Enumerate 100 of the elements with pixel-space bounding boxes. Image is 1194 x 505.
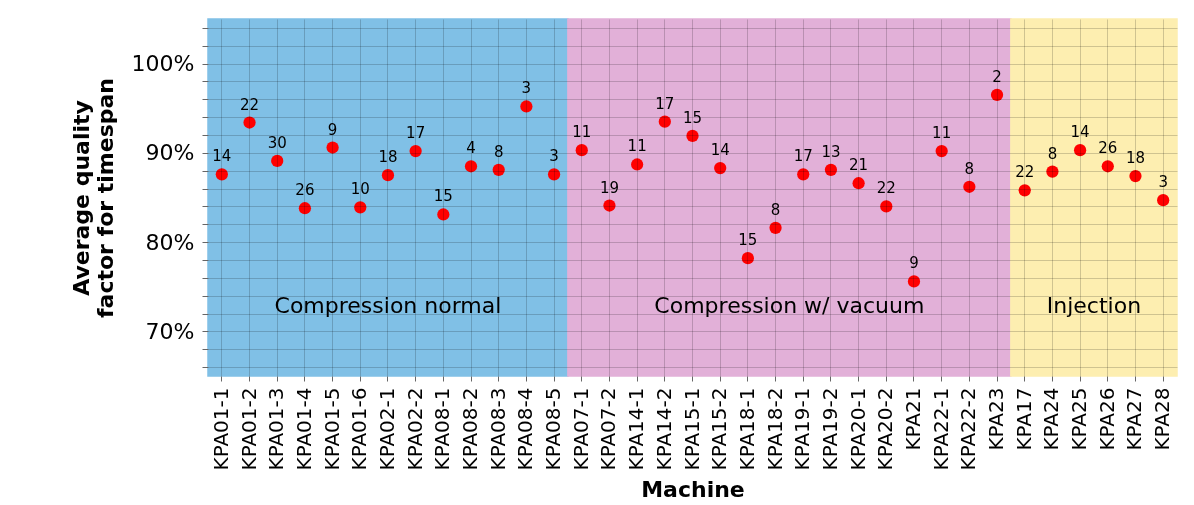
x-tick-label: KPA02-1 (374, 387, 399, 471)
point (492, 163, 505, 176)
point (520, 100, 533, 113)
band-label: Compression w/ vacuum (654, 293, 925, 318)
x-tick-label: KPA18-1 (734, 387, 759, 471)
annotation: 8 (1047, 144, 1058, 163)
point (658, 115, 671, 128)
x-tick-label: KPA23 (984, 387, 1009, 451)
y-axis-title: Average quality factor for timespan (68, 77, 118, 319)
annotation: 22 (1015, 163, 1035, 182)
x-tick-label: KPA08-2 (458, 387, 483, 471)
point (575, 144, 588, 157)
annotation: 3 (549, 147, 559, 166)
x-tick-label: KPA02-2 (402, 387, 427, 471)
point (824, 163, 838, 176)
annotation: 17 (406, 124, 426, 143)
annotation: 17 (655, 94, 675, 113)
annotation: 15 (682, 108, 703, 127)
x-tick-label: KPA27 (1122, 387, 1147, 451)
point (1018, 184, 1031, 197)
point (714, 161, 727, 175)
x-tick-label: KPA17 (1011, 387, 1036, 451)
x-tick-label: KPA01-2 (236, 387, 261, 471)
annotation: 14 (212, 147, 232, 166)
annotation: 8 (493, 142, 504, 161)
x-tick-label: KPA21 (900, 387, 925, 451)
annotation: 26 (295, 181, 315, 200)
annotation: 3 (521, 79, 532, 98)
annotation: 15 (433, 187, 453, 206)
point (547, 168, 561, 181)
point (1157, 194, 1170, 207)
x-tick-label: KPA01-4 (291, 387, 316, 471)
x-tick-label: KPA08-5 (541, 387, 566, 471)
annotation: 26 (1098, 139, 1118, 158)
x-tick-label: KPA28 (1150, 387, 1175, 451)
point (935, 144, 948, 158)
x-tick-label: KPA15-1 (679, 387, 704, 471)
x-tick-label: KPA07-2 (596, 387, 621, 471)
point (686, 129, 699, 143)
annotation: 13 (821, 142, 841, 161)
annotation: 11 (932, 124, 952, 143)
point (243, 116, 256, 129)
annotation: 14 (710, 141, 730, 160)
y-tick-label: 70% (145, 318, 195, 344)
annotation: 14 (1070, 123, 1090, 142)
y-tick-label: 90% (145, 140, 195, 166)
point (880, 200, 893, 213)
annotation: 21 (849, 156, 869, 175)
point (326, 141, 339, 154)
y-tick-label: 100% (131, 51, 195, 77)
x-tick-label: KPA20-2 (873, 387, 898, 471)
annotation: 22 (876, 179, 896, 198)
x-tick-label: KPA26 (1094, 387, 1119, 451)
annotation: 17 (793, 147, 813, 166)
annotation: 4 (466, 139, 476, 158)
x-tick-label: KPA20-1 (845, 387, 870, 471)
x-tick-label: KPA01-3 (264, 387, 289, 471)
annotation: 30 (267, 133, 287, 152)
x-tick-label: KPA08-1 (430, 387, 455, 471)
annotation: 22 (239, 95, 260, 114)
point (852, 177, 865, 190)
x-tick-label: KPA15-2 (707, 387, 732, 471)
point (963, 180, 976, 193)
point (1073, 144, 1087, 157)
annotation: 18 (1125, 149, 1146, 168)
point (741, 252, 754, 265)
annotation: 11 (572, 123, 592, 142)
x-tick-label: KPA25 (1067, 387, 1092, 451)
annotation: 2 (992, 67, 1002, 86)
x-tick-label: KPA24 (1039, 387, 1064, 451)
point (215, 168, 228, 181)
x-tick-label: KPA14-2 (651, 387, 676, 471)
annotation: 18 (378, 148, 398, 167)
annotation: 3 (1158, 173, 1168, 192)
x-tick-label: KPA18-2 (762, 387, 787, 471)
point (907, 275, 921, 288)
point (437, 208, 450, 221)
point (381, 169, 395, 182)
annotation: 19 (599, 178, 619, 197)
x-tick-label: KPA01-1 (208, 387, 233, 471)
annotation: 15 (738, 231, 758, 250)
annotation: 10 (350, 180, 370, 199)
x-tick-label: KPA08-3 (485, 387, 510, 471)
point (769, 221, 782, 234)
x-tick-label: KPA01-5 (319, 387, 344, 471)
annotation: 11 (627, 137, 647, 156)
band-label: Compression normal (274, 293, 502, 318)
x-tick-label: KPA08-4 (513, 387, 538, 471)
x-tick-label: KPA19-2 (817, 387, 842, 471)
point (298, 202, 312, 215)
annotation: 8 (964, 159, 975, 178)
x-axis-title: Machine (641, 477, 745, 503)
point (1101, 160, 1114, 173)
point (990, 88, 1004, 101)
point (603, 199, 616, 212)
annotation: 8 (770, 200, 781, 219)
y-tick-label: 80% (145, 229, 195, 255)
x-tick-label: KPA14-1 (624, 387, 649, 471)
x-tick-label: KPA01-6 (347, 387, 372, 471)
point (409, 144, 422, 158)
